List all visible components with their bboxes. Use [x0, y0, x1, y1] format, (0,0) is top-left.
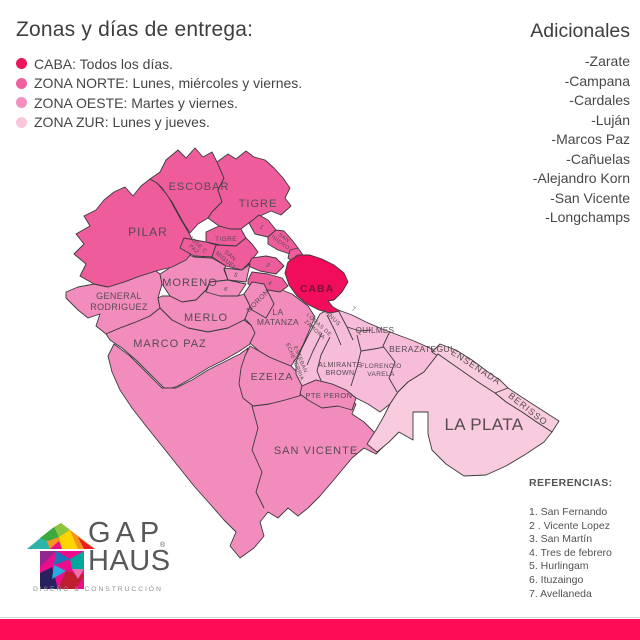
label-n4-tres-de-febrero: 4: [266, 280, 273, 287]
label-almirante-1: ALMIRANTE: [318, 362, 362, 369]
label-tigre: TIGRE: [239, 198, 278, 210]
label-san-vicente: SAN VICENTE: [274, 445, 358, 457]
footer-hairline: [0, 617, 640, 618]
label-florencio-1: FLORENCIO: [360, 363, 402, 370]
label-moreno: MORENO: [162, 277, 218, 289]
legend-row-zur: ZONA ZUR: Lunes y jueves.: [16, 113, 302, 133]
label-florencio-2: VARELA: [367, 371, 395, 378]
adicionales-item: -Alejandro Korn: [532, 170, 630, 186]
referencias-item: 5. Hurlingam: [529, 560, 589, 573]
region-pte-peron: [299, 379, 357, 411]
adicionales-item: -Cardales: [569, 92, 630, 108]
label-quilmes: QUILMES: [356, 326, 395, 335]
label-caba: CABA: [300, 283, 334, 295]
adicionales-item: -Zarate: [584, 53, 630, 69]
label-escobar: ESCOBAR: [169, 181, 230, 193]
adicionales-item: -Marcos Paz: [551, 131, 630, 147]
legend-zone-name: ZONA ZUR:: [34, 114, 109, 131]
region-moron: [243, 281, 275, 319]
legend-row-oeste: ZONA OESTE: Martes y viernes.: [16, 93, 302, 113]
legend-zone-days: Lunes, miércoles y viernes.: [128, 75, 303, 92]
border-lomas-esteban: [306, 332, 323, 366]
referencias-title: REFERENCIAS:: [529, 477, 613, 489]
region-caba: [284, 254, 349, 314]
region-hurlingam: [223, 263, 251, 283]
adicionales-item: -Luján: [591, 111, 630, 128]
label-general-rodriguez-1: GENERAL: [96, 291, 142, 301]
registered-mark: ®: [160, 542, 166, 549]
region-la-plata: [366, 353, 553, 477]
legend-zone-days: Lunes y jueves.: [108, 114, 210, 131]
gap-haus-wordmark: GAP HAUS ®: [88, 517, 171, 577]
border-berazategui-florencio: [382, 345, 398, 393]
logo-line-haus: HAUS: [88, 545, 171, 577]
region-ezeiza: [238, 345, 308, 407]
region-san-miguel: [211, 237, 259, 271]
label-n2-vicente-lopez: 2: [292, 254, 299, 261]
region-ituzaingo: [205, 279, 247, 297]
label-n3-san-martin: 3: [264, 262, 271, 269]
label-n7-avellaneda: 7: [351, 306, 357, 313]
border-quilmes-florencio: [360, 346, 385, 352]
region-san-martin: [247, 255, 285, 275]
legend-zone-days: Martes y viernes.: [127, 94, 238, 111]
legend-zone-days: Todos los días.: [76, 55, 174, 72]
referencias-item: 2 . Vicente Lopez: [529, 519, 610, 532]
legend-row-caba: CABA: Todos los días.: [16, 54, 302, 74]
adicionales-item: -Campana: [564, 72, 630, 89]
zona-oeste-dot-icon: [16, 97, 27, 109]
border-san-vicente-west: [251, 405, 265, 509]
referencias-panel: REFERENCIAS: 1. San Fernando 2 . Vicente…: [529, 477, 613, 601]
zona-norte-dot-icon: [16, 77, 27, 89]
referencias-item: 1. San Fernando: [529, 506, 608, 518]
label-ezeiza: EZEIZA: [251, 371, 294, 383]
zona-zur-dot-icon: [16, 116, 27, 128]
footer-bar: [0, 619, 640, 640]
label-n1-san-fernando: 1: [258, 224, 265, 231]
label-la-plata: LA PLATA: [444, 415, 523, 434]
label-n6-ituzaingo: 6: [222, 286, 228, 293]
border-avellaneda-south: [346, 326, 372, 332]
adicionales-item: -Cañuelas: [566, 150, 630, 167]
border-quilmes-berazategui: [382, 330, 391, 347]
label-la-matanza-1: LA: [272, 307, 283, 317]
referencias-item: 6. Ituzaingo: [529, 573, 584, 586]
label-marco-paz: MARCO PAZ: [133, 338, 207, 350]
label-tigre-small: TIGRE: [215, 236, 237, 243]
caba-dot-icon: [16, 58, 27, 70]
referencias-item: 3. San Martín: [529, 533, 593, 546]
adicionales-panel: Adicionales -Zarate -Campana -Cardales -…: [530, 20, 630, 228]
logo-tagline: DISEÑO & CONSTRUCCIÓN: [33, 586, 163, 593]
label-almirante-2: BROWN: [326, 370, 355, 377]
adicionales-item: -Longchamps: [545, 209, 630, 225]
referencias-item: 4. Tres de febrero: [529, 546, 612, 559]
legend-zone-name: CABA:: [34, 55, 77, 72]
label-la-matanza-2: MATANZA: [257, 317, 299, 327]
page-title: Zonas y días de entrega:: [16, 18, 254, 41]
legend-zone-name: ZONA OESTE:: [34, 94, 128, 111]
zone-legend: CABA: Todos los días. ZONA NORTE: Lunes,…: [16, 54, 302, 132]
label-pilar: PILAR: [128, 225, 168, 239]
adicionales-item: -San Vicente: [550, 189, 630, 206]
label-merlo: MERLO: [184, 312, 228, 324]
gap-haus-logo-icon: [27, 523, 95, 589]
border-esteban-almirante: [316, 336, 331, 384]
legend-zone-name: ZONA NORTE:: [34, 75, 129, 92]
region-tigre: [207, 150, 292, 230]
border-lanus-lomas: [326, 314, 342, 346]
label-n5-hurlingam: 5: [232, 272, 238, 279]
logo-line-gap: GAP: [88, 517, 165, 549]
border-almirante-florencio: [350, 334, 362, 387]
legend-row-norte: ZONA NORTE: Lunes, miércoles y viernes.: [16, 74, 302, 94]
referencias-item: 7. Avellaneda: [529, 587, 592, 600]
adicionales-title: Adicionales: [530, 20, 630, 42]
label-berazategui: BERAZATEGUI: [389, 344, 453, 354]
label-general-rodriguez-2: RODRIGUEZ: [90, 302, 148, 312]
label-pte-peron: PTE PERON: [306, 391, 353, 400]
